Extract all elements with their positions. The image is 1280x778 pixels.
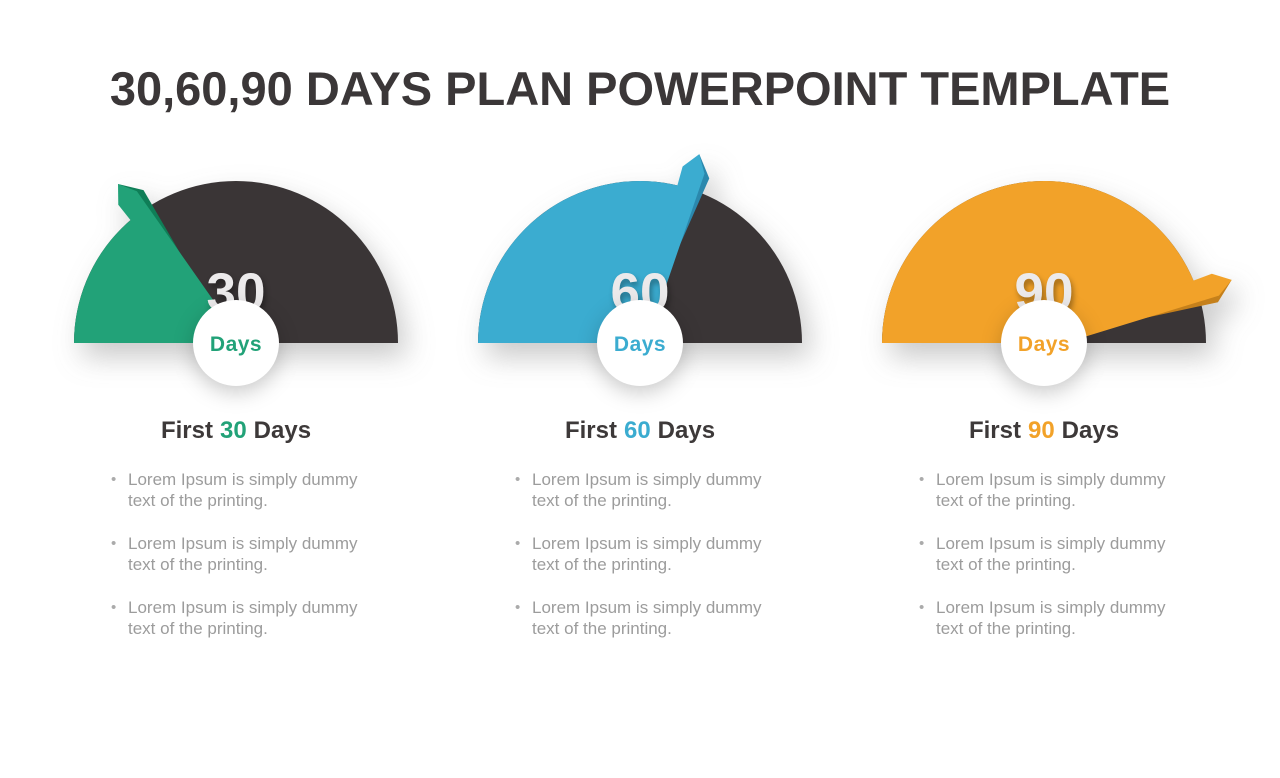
bullet-item: Lorem Ipsum is simply dummy text of the …: [111, 533, 396, 575]
gauge-chart-90: 90 Days: [882, 181, 1232, 387]
days-label: Days: [210, 333, 262, 356]
gauge-pointer-icon: [118, 184, 241, 347]
bullet-item: Lorem Ipsum is simply dummy text of the …: [515, 469, 800, 511]
bullet-list: Lorem Ipsum is simply dummy text of the …: [470, 469, 810, 639]
gauge-body: [74, 181, 398, 347]
heading-suffix: Days: [657, 417, 716, 445]
heading-suffix: Days: [1061, 417, 1120, 445]
gauge-wedge: [882, 181, 1199, 344]
gauge-body: [882, 181, 1232, 349]
bullet-item: Lorem Ipsum is simply dummy text of the …: [919, 469, 1204, 511]
days-circle: [1001, 300, 1087, 387]
days-circle: [597, 300, 683, 387]
gauge-pointer-icon: [1042, 273, 1232, 349]
section-90-days: 90 Days First 90 Days Lorem Ipsum is sim…: [874, 173, 1232, 661]
section-heading: First 30 Days: [66, 417, 406, 445]
gauge-wedge: [74, 212, 236, 344]
bullet-item: Lorem Ipsum is simply dummy text of the …: [919, 533, 1204, 575]
gauge-chart-60: 60 Days: [478, 154, 802, 387]
heading-number: 30: [219, 417, 247, 445]
section-heading: First 90 Days: [874, 417, 1214, 445]
bullet-item: Lorem Ipsum is simply dummy text of the …: [111, 597, 396, 639]
slide-title: 30,60,90 DAYS PLAN POWERPOINT TEMPLATE: [109, 62, 1171, 115]
heading-suffix: Days: [253, 417, 312, 445]
heading-prefix: First: [564, 417, 617, 445]
bullet-list: Lorem Ipsum is simply dummy text of the …: [66, 469, 406, 639]
bullet-item: Lorem Ipsum is simply dummy text of the …: [515, 597, 800, 639]
bullet-item: Lorem Ipsum is simply dummy text of the …: [919, 597, 1204, 639]
days-circle: [193, 300, 279, 387]
bullet-item: Lorem Ipsum is simply dummy text of the …: [515, 533, 800, 575]
pointer-blade: [118, 184, 241, 347]
pointer-blade: [634, 154, 705, 345]
heading-prefix: First: [160, 417, 213, 445]
heading-prefix: First: [968, 417, 1021, 445]
days-label: Days: [614, 333, 666, 356]
days-label: Days: [1018, 333, 1070, 356]
gauge-pointer-icon: [634, 154, 710, 345]
section-60-days: 60 Days First 60 Days Lorem Ipsum is sim…: [470, 154, 810, 661]
heading-number: 90: [1027, 417, 1055, 445]
section-30-days: 30 Days First 30 Days Lorem Ipsum is sim…: [66, 173, 406, 661]
bullet-list: Lorem Ipsum is simply dummy text of the …: [874, 469, 1214, 639]
gauges-row: 30 Days First 30 Days Lorem Ipsum is sim…: [0, 154, 1280, 661]
pointer-blade: [1042, 273, 1232, 349]
section-heading: First 60 Days: [470, 417, 810, 445]
bullet-item: Lorem Ipsum is simply dummy text of the …: [111, 469, 396, 511]
gauge-chart-30: 30 Days: [74, 181, 398, 387]
slide: 30,60,90 DAYS PLAN POWERPOINT TEMPLATE 3…: [0, 58, 1280, 778]
heading-number: 60: [623, 417, 651, 445]
